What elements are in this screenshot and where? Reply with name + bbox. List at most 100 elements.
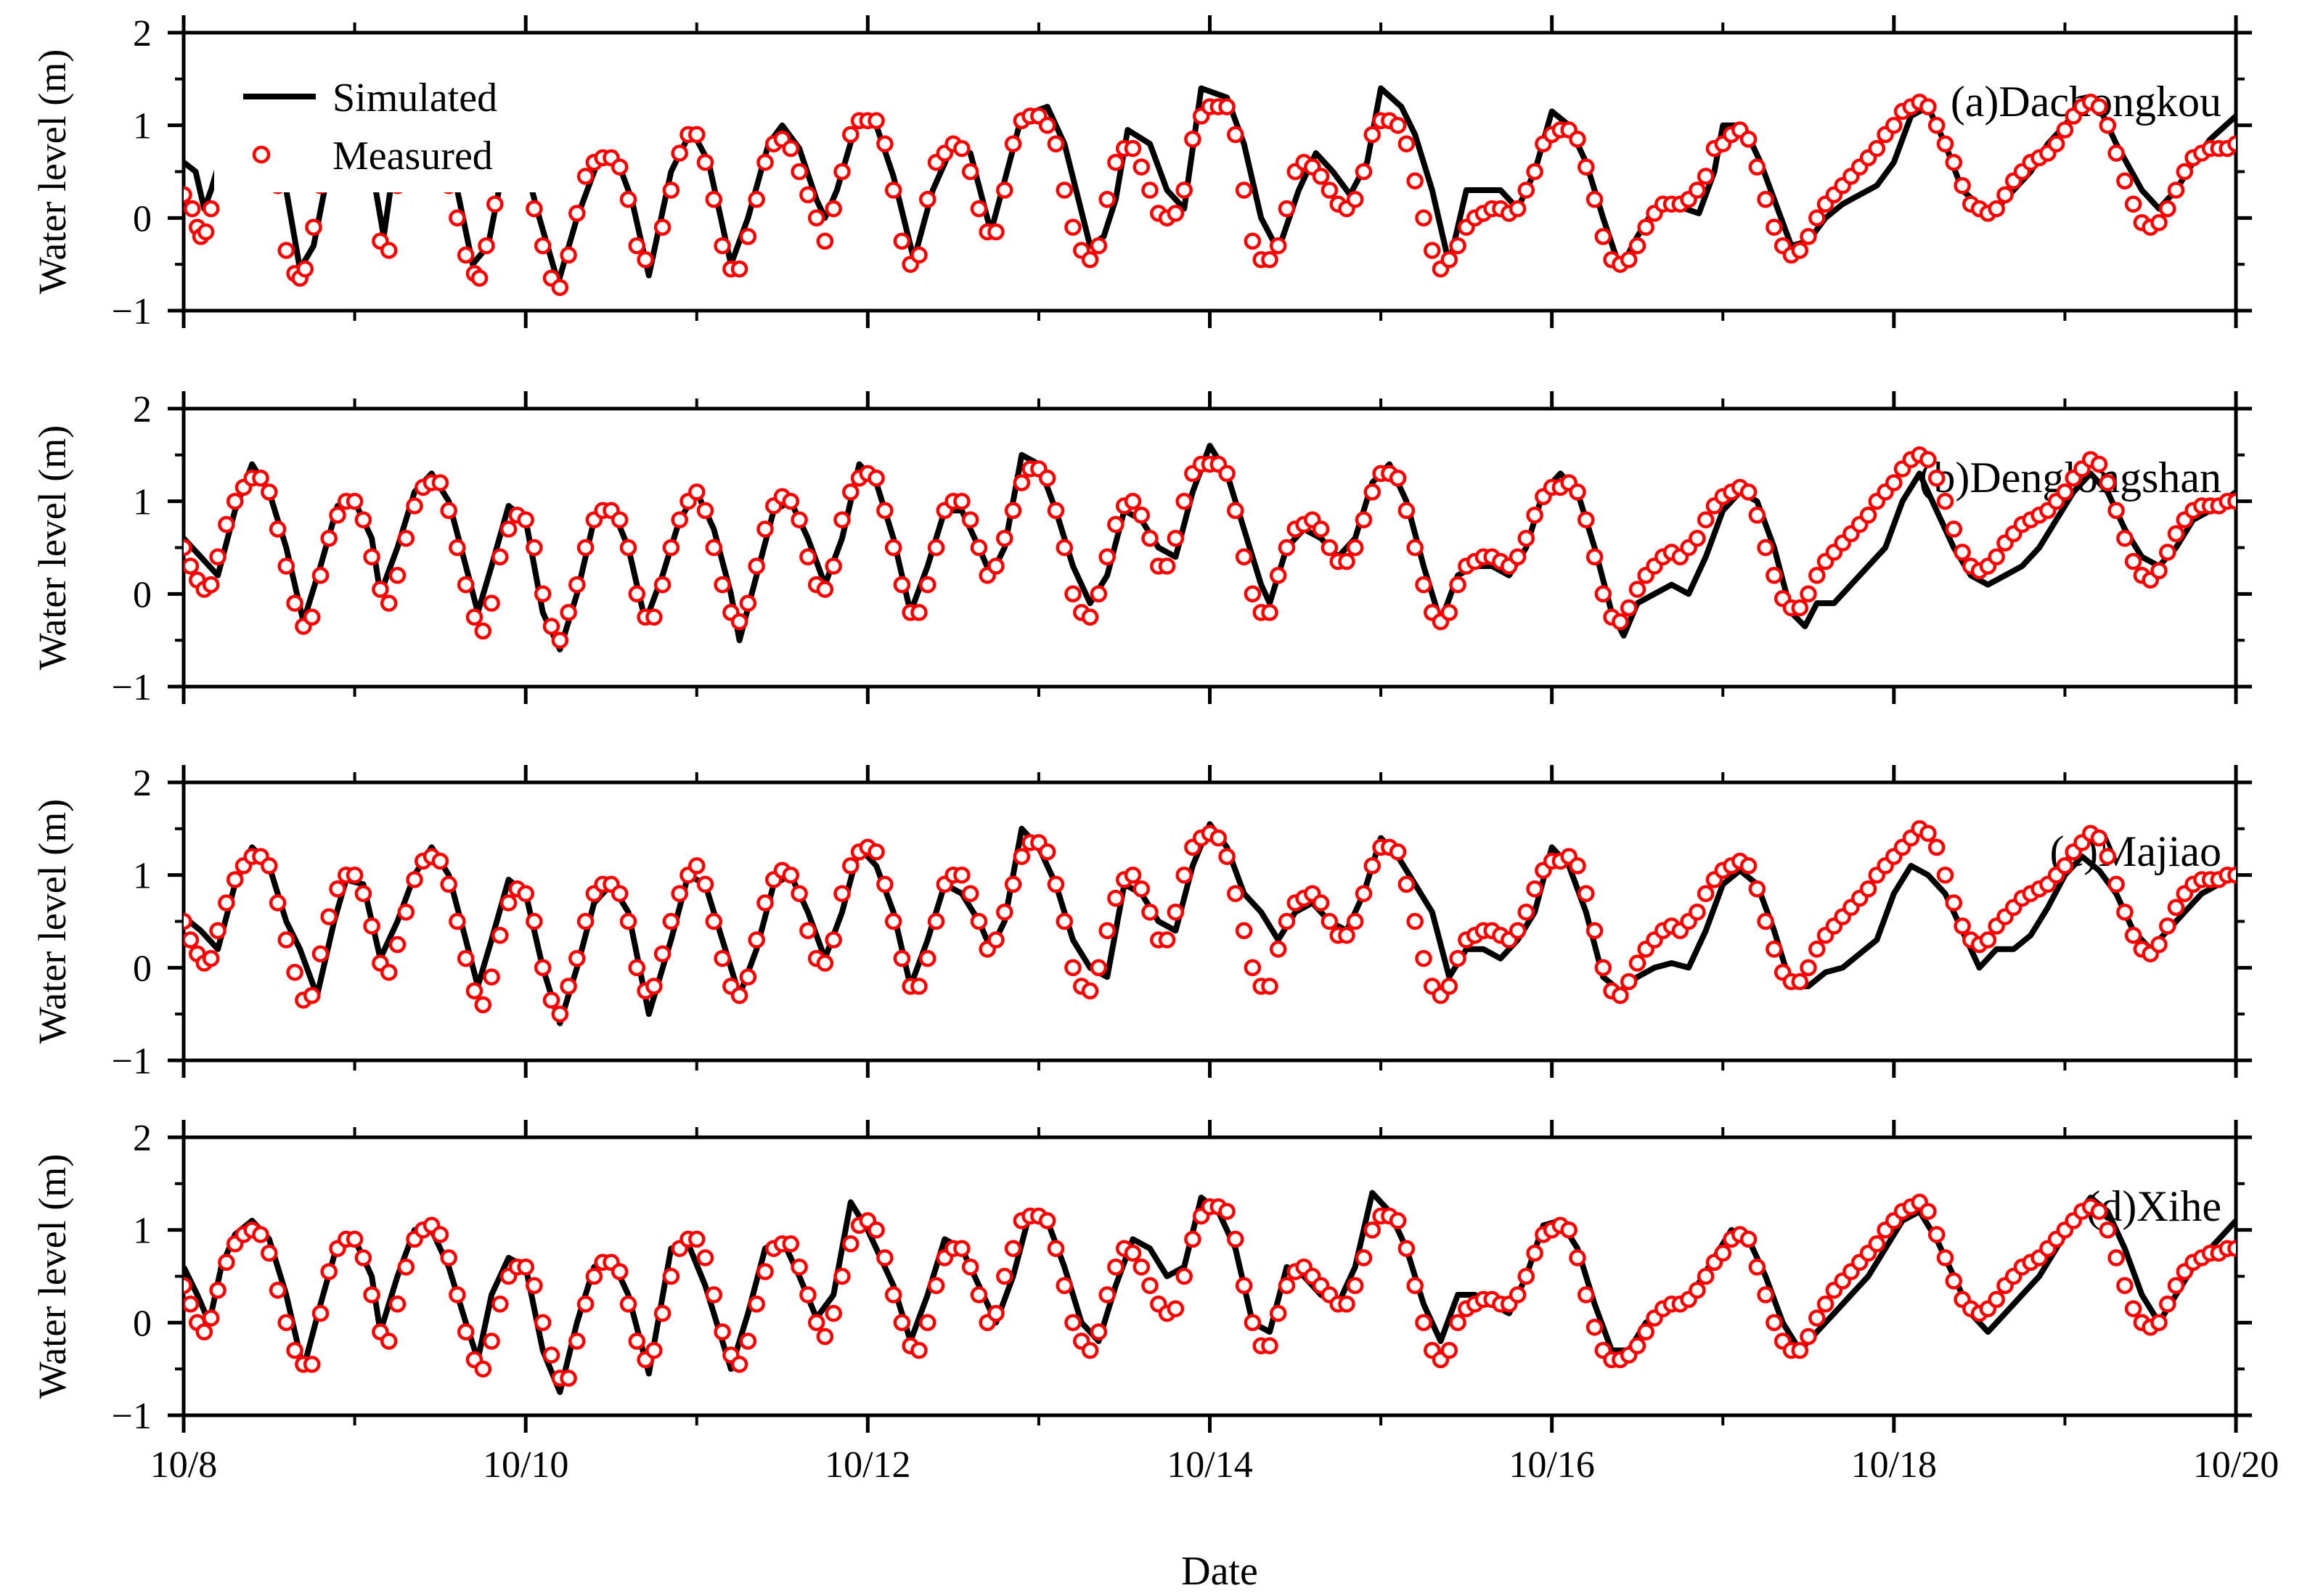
measured-point [184,557,200,575]
measured-point [1927,116,1946,134]
measured-point [1509,200,1527,218]
measured-point [1175,866,1193,884]
measured-point [1218,848,1236,865]
measured-point [526,539,543,557]
measured-point [576,539,595,557]
measured-point [560,246,577,264]
measured-point [611,511,629,528]
measured-point [927,1277,945,1295]
measured-point [876,1249,894,1266]
measured-point [868,112,885,130]
measured-point [1577,511,1595,528]
measured-point [1585,1318,1604,1336]
measured-point [1064,1314,1082,1332]
measured-point [449,1286,466,1304]
y-tick-label: 1 [133,482,152,523]
measured-point [739,594,757,612]
measured-point [730,613,748,631]
measured-point [320,1263,338,1280]
measured-point [406,871,423,888]
measured-point [1167,1300,1185,1317]
measured-point [1800,1327,1817,1346]
measured-point [1748,1258,1766,1276]
measured-point [1585,922,1604,940]
measured-point [653,218,672,236]
measured-point [1628,954,1646,972]
measured-point [1954,544,1971,561]
measured-point [474,996,492,1014]
measured-point [2107,502,2125,520]
y-tick-label: 0 [133,948,152,989]
measured-point [431,1226,449,1243]
measured-point [1278,1277,1296,1295]
measured-point [2124,195,2142,213]
measured-point [953,866,971,884]
measured-point [1278,912,1296,930]
measured-point [372,581,389,598]
measured-point [2167,525,2185,543]
x-tick-label: 10/14 [1167,1444,1252,1486]
measured-point [1141,181,1159,199]
measured-point [1158,557,1176,575]
measured-point [756,894,774,912]
measured-point [2159,917,2176,935]
measured-point [1098,548,1116,566]
y-tick-label: 2 [133,763,152,804]
measured-point [1004,875,1022,893]
measured-point [483,1333,500,1350]
measured-point [226,492,244,510]
measured-point [2150,936,2168,954]
measured-point [739,968,757,986]
measured-point [346,1230,364,1248]
measured-point [1739,1230,1758,1248]
measured-point [2116,172,2134,190]
measured-point [1056,181,1074,199]
measured-point [184,539,192,557]
measured-point [987,1304,1005,1322]
measured-point [970,912,988,930]
measured-point [1612,613,1629,631]
measured-point [440,875,457,893]
measured-point [696,153,714,171]
measured-point [987,223,1005,241]
measured-point [397,1258,415,1276]
measured-point [1509,548,1527,566]
measured-point [2056,857,2074,875]
measured-point [1919,1203,1937,1220]
measured-point [517,885,534,902]
y-tick-label: 1 [133,856,152,897]
measured-point [833,885,851,902]
measured-point [311,945,330,962]
measured-point [1585,191,1604,208]
legend-label: Simulated [332,75,497,120]
measured-point [1859,507,1877,524]
x-tick-label: 10/18 [1851,1444,1937,1486]
measured-point [1440,978,1458,995]
measured-point [1620,251,1638,269]
measured-point [996,1267,1013,1285]
measured-point [209,548,226,566]
measured-point [363,548,380,566]
measured-point [261,1244,278,1262]
measured-point [1936,866,1954,884]
measured-point [1038,470,1056,487]
measured-point [380,1333,398,1350]
measured-point [1936,492,1954,510]
measured-point [1945,153,1963,171]
measured-point [1808,567,1826,584]
measured-point [2159,200,2176,218]
measured-point [714,576,731,594]
measured-point [1107,515,1125,533]
measured-point [1227,126,1244,144]
measured-point [1090,237,1108,255]
measured-point [1577,885,1595,902]
measured-point [2150,562,2168,580]
measured-point [1227,502,1244,520]
measured-point [380,963,398,981]
measured-point [534,1314,552,1332]
measured-point [209,1281,226,1299]
measured-point [662,1267,680,1285]
measured-point [970,1286,988,1304]
